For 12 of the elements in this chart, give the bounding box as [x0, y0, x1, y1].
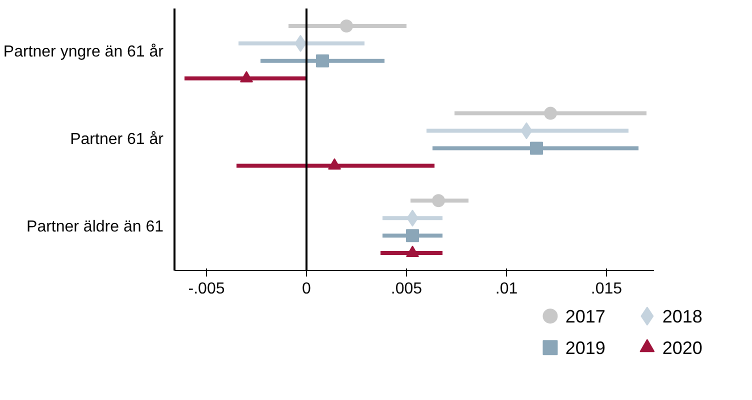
x-tick-label: .015 — [590, 280, 622, 298]
y-tick-label: Partner äldre än 61 — [26, 218, 164, 236]
legend-label: 2019 — [565, 338, 606, 358]
legend-label: 2018 — [662, 306, 702, 327]
legend-label: 2020 — [662, 338, 702, 358]
y-tick-label: Partner 61 år — [70, 131, 164, 148]
x-tick-label: 0 — [302, 280, 312, 298]
legend-label: 2017 — [565, 306, 606, 327]
x-tick-label: -.005 — [188, 280, 225, 298]
x-tick-label: .01 — [495, 280, 518, 298]
y-tick-label: Partner yngre än 61 år — [3, 44, 164, 61]
x-tick-label: .005 — [390, 280, 422, 298]
